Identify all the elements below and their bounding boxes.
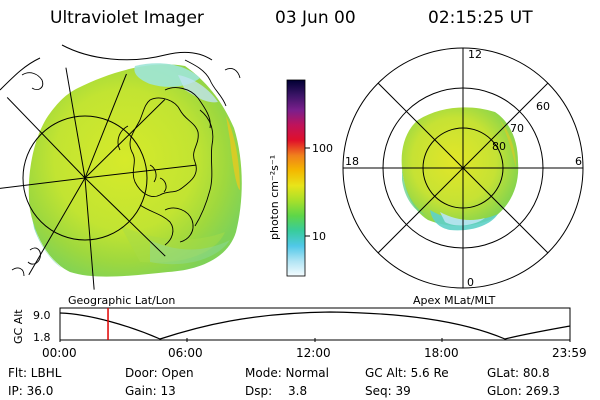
aurora-image-right [401,107,519,226]
altitude-ytick-low: 1.8 [33,331,51,344]
dsp-label: Dsp: [245,384,273,398]
altitude-ytick-high: 9.0 [33,309,51,322]
glon-info: GLon: 269.3 [487,384,560,398]
glat-info: GLat: 80.8 [487,366,550,380]
altitude-xtick-4: 23:59 [552,346,587,360]
magnetic-map: 12 18 6 0 60 70 80 [342,47,584,289]
dsp-value: 3.8 [288,384,308,398]
altitude-xtick-3: 18:00 [424,346,459,360]
mlat-label-70: 70 [510,122,524,135]
door-info: Door: Open [125,366,194,380]
instrument-title: Ultraviolet Imager [50,8,204,28]
flt-info: Flt: LBHL [8,366,62,380]
aurora-image-left [28,64,242,277]
geographic-map [0,44,242,290]
mlat-label-60: 60 [536,100,550,113]
altitude-curve [59,311,571,340]
colorbar-tick-10: 10 [312,230,326,243]
altitude-xtick-1: 06:00 [168,346,203,360]
right-panel-caption: Apex MLat/MLT [413,294,496,307]
date-label: 03 Jun 00 [275,8,356,28]
colorbar-tick-100: 100 [312,142,333,155]
colorbar-unit-label: photon cm⁻²s⁻¹ [268,155,281,240]
left-panel-caption: Geographic Lat/Lon [68,294,175,307]
mlt-label-12: 12 [468,48,482,61]
altitude-plot: GC Alt 9.0 1.8 00:00 06:00 12:00 18:00 2… [12,307,587,360]
mlt-label-18: 18 [345,155,359,168]
altitude-xtick-2: 12:00 [296,346,331,360]
mlt-label-0: 0 [467,276,474,289]
altitude-xtick-0: 00:00 [42,346,77,360]
gcalt-info: GC Alt: 5.6 Re [365,366,449,380]
mode-info: Mode: Normal [245,366,329,380]
colorbar-gradient [286,79,306,277]
ip-info: IP: 36.0 [8,384,54,398]
colorbar: 100 10 photon cm⁻²s⁻¹ [268,79,333,277]
gain-info: Gain: 13 [125,384,176,398]
mlt-label-6: 6 [575,155,582,168]
mlat-label-80: 80 [492,140,506,153]
time-label: 02:15:25 UT [428,8,533,28]
altitude-ylabel: GC Alt [12,309,25,344]
seq-info: Seq: 39 [365,384,411,398]
